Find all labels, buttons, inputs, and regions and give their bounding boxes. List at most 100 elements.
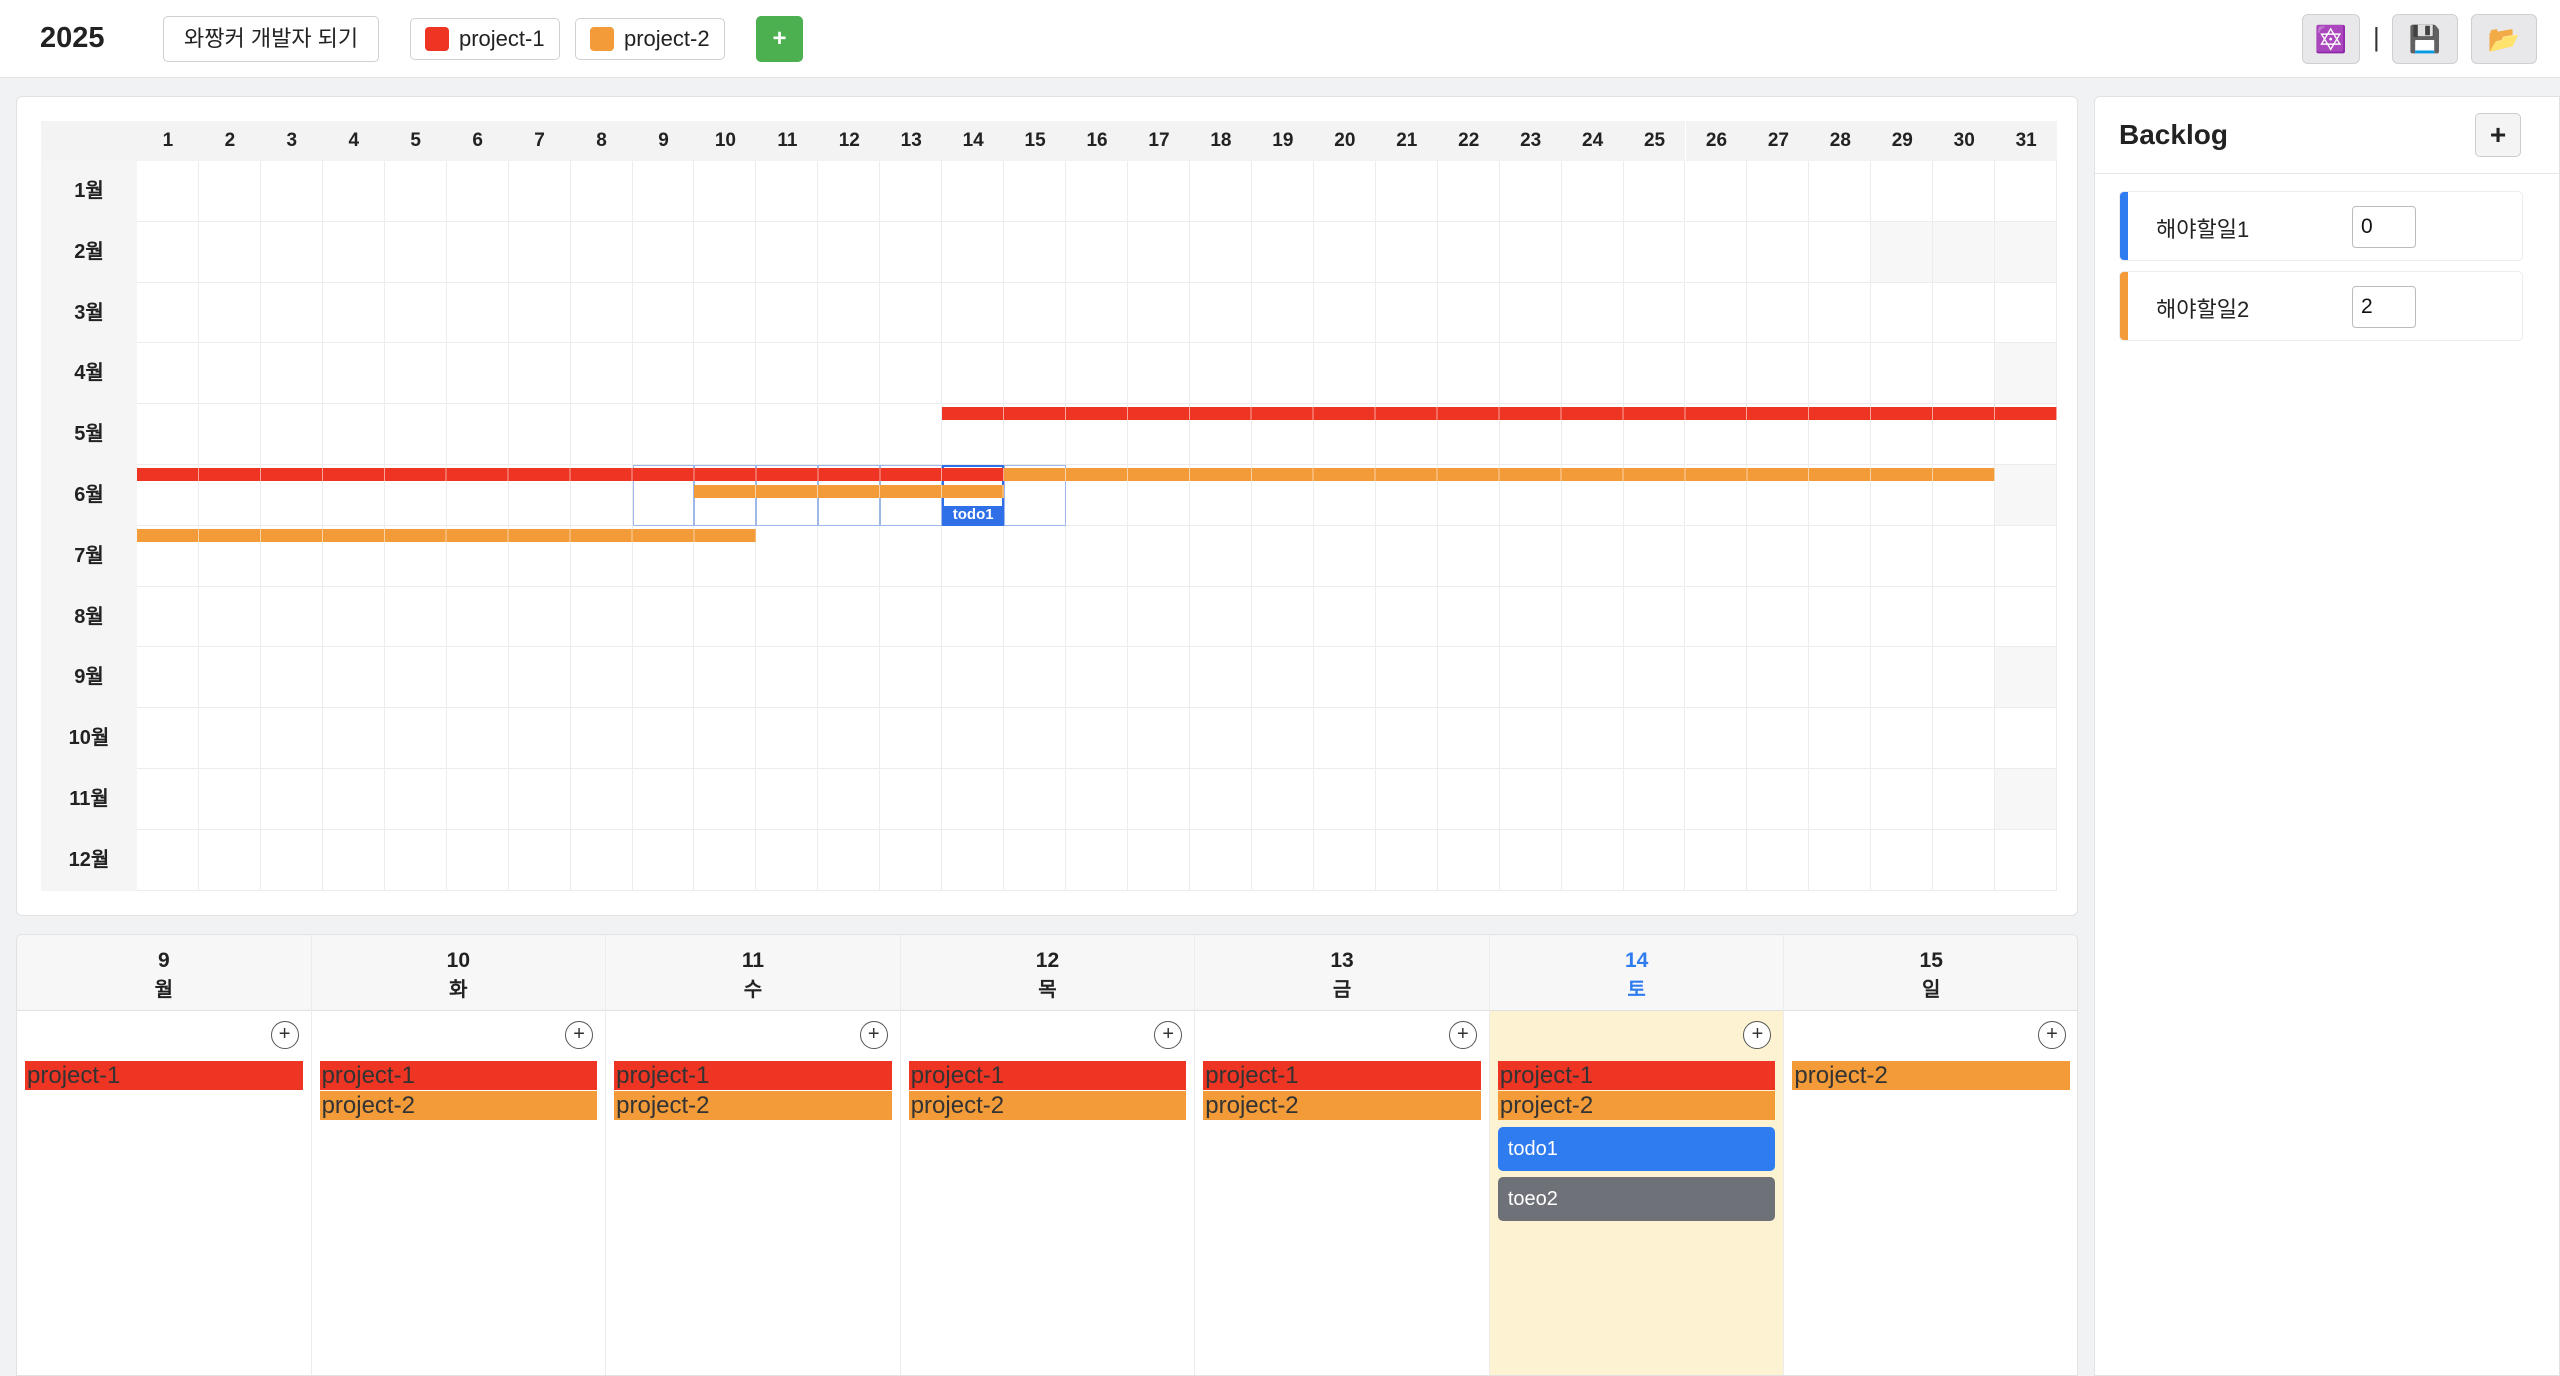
day-cell[interactable]	[1871, 647, 1934, 709]
week-project-bar[interactable]: project-2	[1792, 1061, 2070, 1090]
day-cell[interactable]	[1685, 586, 1748, 648]
week-todo-item[interactable]: toeo2	[1497, 1177, 1776, 1221]
day-cell[interactable]	[508, 465, 571, 526]
day-cell[interactable]	[1437, 586, 1500, 648]
day-cell[interactable]	[1685, 525, 1748, 587]
day-cell[interactable]	[880, 221, 943, 283]
day-cell[interactable]	[1623, 343, 1686, 405]
day-cell[interactable]	[1251, 647, 1314, 709]
day-cell[interactable]	[137, 465, 199, 526]
day-cell[interactable]	[756, 647, 819, 709]
day-cell[interactable]	[880, 525, 943, 587]
day-cell[interactable]	[1128, 343, 1190, 405]
day-cell[interactable]	[322, 829, 385, 891]
day-cell[interactable]	[1561, 708, 1624, 769]
day-cell[interactable]	[1933, 465, 1996, 526]
add-todo-button[interactable]: +	[1154, 1021, 1183, 1049]
day-cell[interactable]	[1189, 343, 1252, 405]
day-cell[interactable]	[260, 221, 323, 283]
day-cell[interactable]	[446, 161, 509, 222]
day-cell[interactable]	[1561, 343, 1624, 405]
day-cell[interactable]	[1499, 525, 1562, 587]
day-cell[interactable]	[570, 586, 633, 648]
day-cell[interactable]	[322, 769, 385, 830]
day-cell[interactable]	[1066, 769, 1129, 830]
day-cell[interactable]	[756, 343, 819, 405]
day-cell[interactable]	[1871, 282, 1934, 344]
day-cell[interactable]	[1437, 647, 1500, 709]
day-cell[interactable]	[1128, 465, 1190, 526]
day-cell[interactable]	[1685, 221, 1748, 283]
week-project-bar[interactable]: project-2	[1203, 1091, 1481, 1120]
day-cell[interactable]	[1933, 829, 1996, 891]
add-todo-button[interactable]: +	[1743, 1021, 1772, 1049]
day-cell[interactable]	[1375, 282, 1438, 344]
day-cell[interactable]	[570, 404, 633, 465]
day-cell[interactable]	[880, 647, 943, 709]
add-project-button[interactable]: +	[756, 16, 803, 62]
add-todo-button[interactable]: +	[859, 1021, 888, 1049]
day-cell[interactable]	[1809, 465, 1872, 526]
day-cell[interactable]	[694, 708, 757, 769]
day-cell[interactable]	[942, 161, 1005, 222]
day-cell[interactable]	[570, 829, 633, 891]
project-chip-1[interactable]: project-1	[410, 18, 560, 60]
day-cell[interactable]	[1871, 829, 1934, 891]
day-cell[interactable]	[198, 404, 261, 465]
day-cell[interactable]	[880, 769, 943, 830]
day-cell[interactable]	[818, 282, 881, 344]
day-cell[interactable]	[1066, 221, 1129, 283]
day-cell[interactable]	[570, 525, 633, 587]
day-cell[interactable]	[694, 161, 757, 222]
day-cell[interactable]	[446, 586, 509, 648]
day-cell[interactable]	[1809, 221, 1872, 283]
day-cell[interactable]	[1313, 586, 1376, 648]
day-cell[interactable]	[508, 647, 571, 709]
day-cell[interactable]	[1623, 161, 1686, 222]
day-cell[interactable]	[1809, 343, 1872, 405]
day-cell[interactable]	[1128, 647, 1190, 709]
day-cell[interactable]	[322, 525, 385, 587]
day-cell[interactable]	[322, 161, 385, 222]
day-cell[interactable]	[1933, 161, 1996, 222]
day-cell[interactable]	[1251, 525, 1314, 587]
day-cell[interactable]	[1375, 708, 1438, 769]
day-cell[interactable]	[1809, 404, 1872, 465]
day-cell[interactable]	[1995, 404, 2058, 465]
day-cell[interactable]	[260, 647, 323, 709]
day-cell[interactable]	[198, 221, 261, 283]
day-cell[interactable]	[1189, 465, 1252, 526]
day-cell[interactable]	[198, 829, 261, 891]
day-cell[interactable]	[1437, 465, 1500, 526]
day-cell[interactable]	[570, 161, 633, 222]
day-cell[interactable]	[1995, 829, 2058, 891]
day-cell[interactable]	[1128, 829, 1190, 891]
day-cell[interactable]	[1499, 829, 1562, 891]
day-cell[interactable]	[942, 769, 1005, 830]
day-cell[interactable]	[756, 404, 819, 465]
day-cell[interactable]	[137, 586, 199, 648]
day-cell[interactable]	[1809, 525, 1872, 587]
day-cell[interactable]	[632, 586, 695, 648]
week-project-bar[interactable]: project-1	[908, 1061, 1187, 1090]
day-cell[interactable]	[1933, 282, 1996, 344]
day-cell[interactable]	[508, 769, 571, 830]
day-cell[interactable]	[756, 708, 819, 769]
day-cell[interactable]	[137, 282, 199, 344]
week-project-bar[interactable]: project-2	[614, 1091, 892, 1120]
day-cell[interactable]	[1004, 769, 1067, 830]
day-cell[interactable]	[756, 769, 819, 830]
day-cell[interactable]	[880, 161, 943, 222]
day-cell[interactable]	[1747, 343, 1810, 405]
day-cell[interactable]	[1499, 465, 1562, 526]
day-cell[interactable]	[1561, 525, 1624, 587]
day-cell[interactable]	[694, 221, 757, 283]
day-cell[interactable]	[1499, 343, 1562, 405]
day-cell[interactable]	[260, 282, 323, 344]
day-cell[interactable]	[880, 404, 943, 465]
day-cell[interactable]	[1623, 465, 1686, 526]
day-cell[interactable]	[632, 343, 695, 405]
day-cell[interactable]	[322, 404, 385, 465]
week-project-bar[interactable]: project-1	[25, 1061, 303, 1090]
day-cell[interactable]	[1128, 708, 1190, 769]
